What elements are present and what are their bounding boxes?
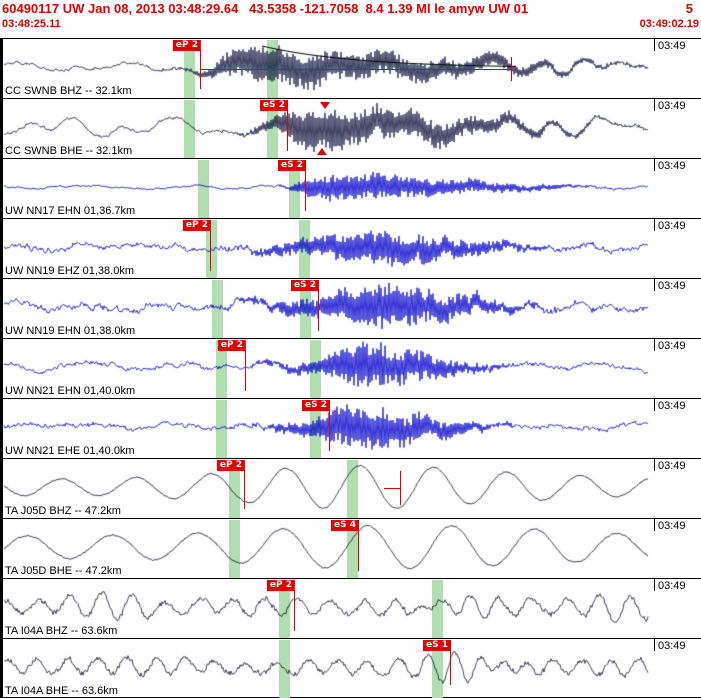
trace-canvas[interactable] [0, 279, 701, 339]
pick-flag[interactable]: eP 2 [216, 460, 245, 471]
pick-line[interactable] [294, 591, 295, 631]
row-time-label: 03:49 [658, 160, 686, 172]
amplitude-cursor-tick [384, 488, 400, 489]
trace-row: eP 2 03:49 TA J05D BHZ -- 47.2km [0, 458, 701, 519]
time-tick [654, 639, 655, 651]
trace-canvas[interactable] [0, 399, 701, 459]
trace-canvas[interactable] [0, 639, 701, 698]
trace-row: eP 2 03:49 CC SWNB BHZ -- 32.1km [0, 38, 701, 99]
trace-canvas[interactable] [0, 459, 701, 519]
pick-line[interactable] [244, 471, 245, 509]
amplitude-peak-marker [320, 102, 330, 109]
row-time-label: 03:49 [658, 580, 686, 592]
row-time-label: 03:49 [658, 100, 686, 112]
time-tick [654, 399, 655, 411]
row-time-label: 03:49 [658, 40, 686, 52]
trace-row: eS 2 03:49 UW NN17 EHN 01,36.7km [0, 158, 701, 219]
pick-line[interactable] [245, 351, 246, 391]
left-border [0, 38, 3, 697]
channel-label: CC SWNB BHE -- 32.1km [5, 145, 133, 157]
row-time-label: 03:49 [658, 280, 686, 292]
pick-flag[interactable]: eS 2 [260, 100, 288, 111]
window-end-time: 03:49:02.19 [639, 18, 699, 30]
window-start-time: 03:48:25.11 [2, 18, 61, 30]
coda-duration-line [200, 69, 511, 70]
channel-label: TA I04A BHE -- 63.6km [5, 685, 118, 697]
trace-row: eP 2 03:49 UW NN21 EHN 01,40.0km [0, 338, 701, 399]
pick-line[interactable] [210, 231, 211, 271]
event-page-number: 5 [685, 1, 693, 16]
row-time-label: 03:49 [658, 400, 686, 412]
trace-canvas[interactable] [0, 219, 701, 279]
time-tick [654, 219, 655, 231]
time-tick [654, 579, 655, 591]
time-tick [654, 519, 655, 531]
event-header: 60490117 UW Jan 08, 2013 03:48:29.64 43.… [0, 0, 701, 17]
pick-line[interactable] [318, 291, 319, 331]
time-tick [654, 279, 655, 291]
pick-flag[interactable]: eP 2 [172, 40, 201, 51]
trace-row: eP 2 03:49 TA I04A BHZ -- 63.6km [0, 578, 701, 639]
pick-flag[interactable]: eS 2 [302, 400, 330, 411]
row-time-label: 03:49 [658, 520, 686, 532]
trace-row: eP 2 03:49 UW NN19 EHZ 01,38.0km [0, 218, 701, 279]
waveform-plot: eP 2 03:49 CC SWNB BHZ -- 32.1km eS 2 03:49 C… [0, 38, 701, 698]
time-window-header: 03:48:25.11 03:49:02.19 [0, 18, 701, 38]
pick-line[interactable] [358, 531, 359, 571]
time-tick [654, 459, 655, 471]
time-tick [654, 39, 655, 51]
channel-label: CC SWNB BHZ -- 32.1km [5, 85, 132, 97]
channel-label: UW NN21 EHE 01,40.0km [5, 445, 135, 457]
trace-row: eS 2 03:49 UW NN21 EHE 01,40.0km [0, 398, 701, 459]
row-time-label: 03:49 [658, 340, 686, 352]
trace-row: eS 1 03:49 TA I04A BHE -- 63.6km [0, 638, 701, 698]
pick-flag[interactable]: eP 2 [182, 220, 211, 231]
amplitude-peak-marker [317, 148, 327, 155]
trace-canvas[interactable] [0, 159, 701, 219]
coda-end-tick [511, 57, 512, 81]
time-tick [654, 339, 655, 351]
amplitude-cursor [400, 471, 401, 505]
pick-flag[interactable]: eS 2 [278, 160, 306, 171]
pick-flag[interactable]: eP 2 [217, 340, 246, 351]
pick-flag[interactable]: eP 2 [266, 580, 295, 591]
time-tick [654, 99, 655, 111]
pick-line[interactable] [329, 411, 330, 451]
channel-label: UW NN19 EHN 01,38.0km [5, 325, 136, 337]
pick-line[interactable] [287, 111, 288, 151]
trace-canvas[interactable] [0, 579, 701, 639]
pick-line[interactable] [305, 171, 306, 211]
time-tick [654, 159, 655, 171]
trace-row: eS 4 03:49 TA J05D BHE -- 47.2km [0, 518, 701, 579]
pick-line[interactable] [450, 651, 451, 685]
pick-flag[interactable]: eS 1 [423, 640, 451, 651]
trace-row: eS 2 03:49 CC SWNB BHE -- 32.1km [0, 98, 701, 159]
channel-label: TA J05D BHZ -- 47.2km [5, 505, 121, 517]
channel-label: UW NN21 EHN 01,40.0km [5, 385, 136, 397]
channel-label: TA J05D BHE -- 47.2km [5, 565, 122, 577]
trace-canvas[interactable] [0, 339, 701, 399]
pick-flag[interactable]: eS 4 [331, 520, 359, 531]
event-summary: 60490117 UW Jan 08, 2013 03:48:29.64 43.… [2, 1, 529, 16]
pick-flag[interactable]: eS 2 [291, 280, 319, 291]
row-time-label: 03:49 [658, 460, 686, 472]
channel-label: TA I04A BHZ -- 63.6km [5, 625, 118, 637]
pick-line[interactable] [200, 51, 201, 89]
channel-label: UW NN17 EHN 01,36.7km [5, 205, 136, 217]
trace-row: eS 2 03:49 UW NN19 EHN 01,38.0km [0, 278, 701, 339]
trace-canvas[interactable] [0, 99, 701, 159]
row-time-label: 03:49 [658, 640, 686, 652]
row-time-label: 03:49 [658, 220, 686, 232]
channel-label: UW NN19 EHZ 01,38.0km [5, 265, 134, 277]
